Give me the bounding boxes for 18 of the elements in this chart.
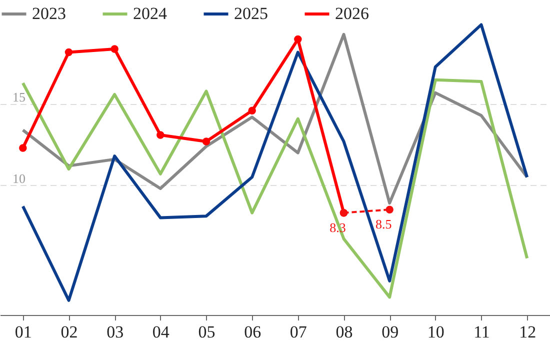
- legend-label: 2026: [335, 4, 369, 23]
- x-tick-label: 12: [519, 322, 536, 342]
- x-tick-label: 09: [382, 322, 399, 342]
- legend-label: 2023: [32, 4, 66, 23]
- x-tick-label: 03: [106, 322, 124, 342]
- x-tick-label: 11: [474, 322, 490, 342]
- x-tick-label: 01: [14, 322, 32, 342]
- x-tick-label: 04: [152, 322, 170, 342]
- x-tick-label: 08: [336, 322, 353, 342]
- x-tick-label: 10: [427, 322, 444, 342]
- legend-label: 2025: [234, 4, 268, 23]
- x-tick-label: 05: [198, 322, 216, 342]
- y-tick-label: 15: [12, 90, 26, 105]
- data-label: 8.5: [375, 216, 392, 232]
- legend-label: 2024: [133, 4, 168, 23]
- x-tick-label: 06: [244, 322, 262, 342]
- x-tick-label: 02: [60, 322, 78, 342]
- x-tick-label: 07: [290, 322, 308, 342]
